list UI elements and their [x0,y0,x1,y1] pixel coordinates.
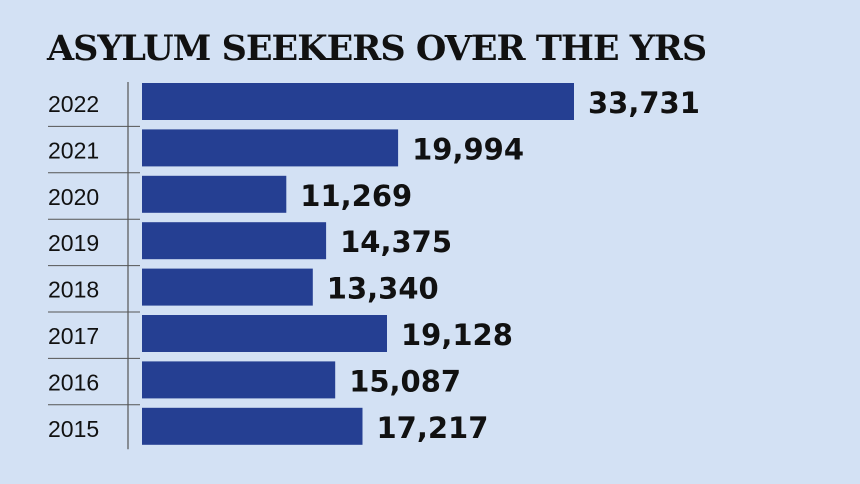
tick-label: 2019 [48,230,99,256]
tick-label: 2022 [48,91,99,117]
data-label: 14,375 [340,225,452,259]
chart-title: ASYLUM SEEKERS OVER THE YRS [47,28,707,69]
data-label: 33,731 [588,86,700,120]
data-label: 11,269 [300,179,412,213]
tick-label: 2016 [48,369,99,395]
bar [142,407,363,445]
tick-label: 2020 [48,184,99,210]
tick-label: 2015 [48,416,99,442]
data-label: 19,994 [412,132,524,166]
tick-label: 2017 [48,323,99,349]
bar [142,315,387,352]
data-label: 17,217 [377,411,489,445]
bar [142,129,399,167]
bar [142,361,336,399]
data-label: 15,087 [349,364,461,398]
bar [142,83,574,120]
tick-label: 2021 [48,137,99,163]
data-label: 13,340 [327,272,439,306]
bar [142,268,313,306]
bar [142,175,287,213]
data-label: 19,128 [401,318,513,352]
bar [142,222,327,260]
tick-label: 2018 [48,277,99,303]
